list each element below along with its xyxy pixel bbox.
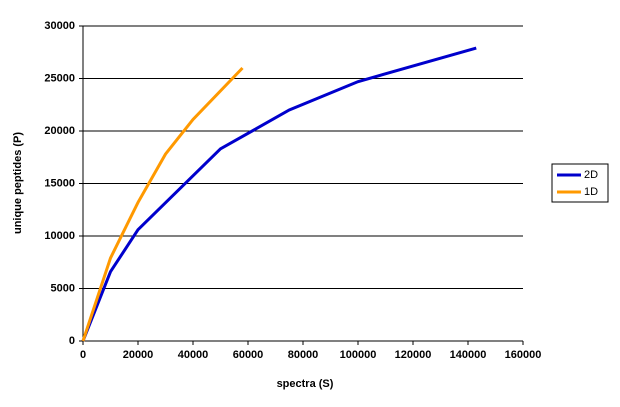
series-line: [81, 66, 244, 342]
x-tick-label: 160000: [505, 349, 542, 361]
x-tick-label: 0: [80, 349, 86, 361]
y-axis-label: unique peptides (P): [12, 132, 24, 234]
y-tick-label: 5000: [51, 282, 75, 294]
x-axis-label: spectra (S): [277, 378, 334, 390]
x-tick-label: 120000: [395, 349, 432, 361]
legend-label: 2D: [584, 169, 598, 181]
series-line: [81, 46, 477, 342]
legend-label: 1D: [584, 186, 598, 198]
x-tick-label: 140000: [450, 349, 487, 361]
y-tick-label: 10000: [44, 230, 75, 242]
x-tick-label: 60000: [233, 349, 264, 361]
y-tick-label: 20000: [44, 125, 75, 137]
y-tick-label: 0: [69, 335, 75, 347]
x-tick-label: 100000: [340, 349, 377, 361]
y-tick-label: 25000: [44, 72, 75, 84]
legend-box: [551, 163, 609, 203]
y-tick-label: 30000: [44, 20, 75, 32]
x-tick-label: 80000: [288, 349, 319, 361]
x-tick-label: 20000: [123, 349, 154, 361]
y-tick-label: 15000: [44, 177, 75, 189]
x-tick-label: 40000: [178, 349, 209, 361]
